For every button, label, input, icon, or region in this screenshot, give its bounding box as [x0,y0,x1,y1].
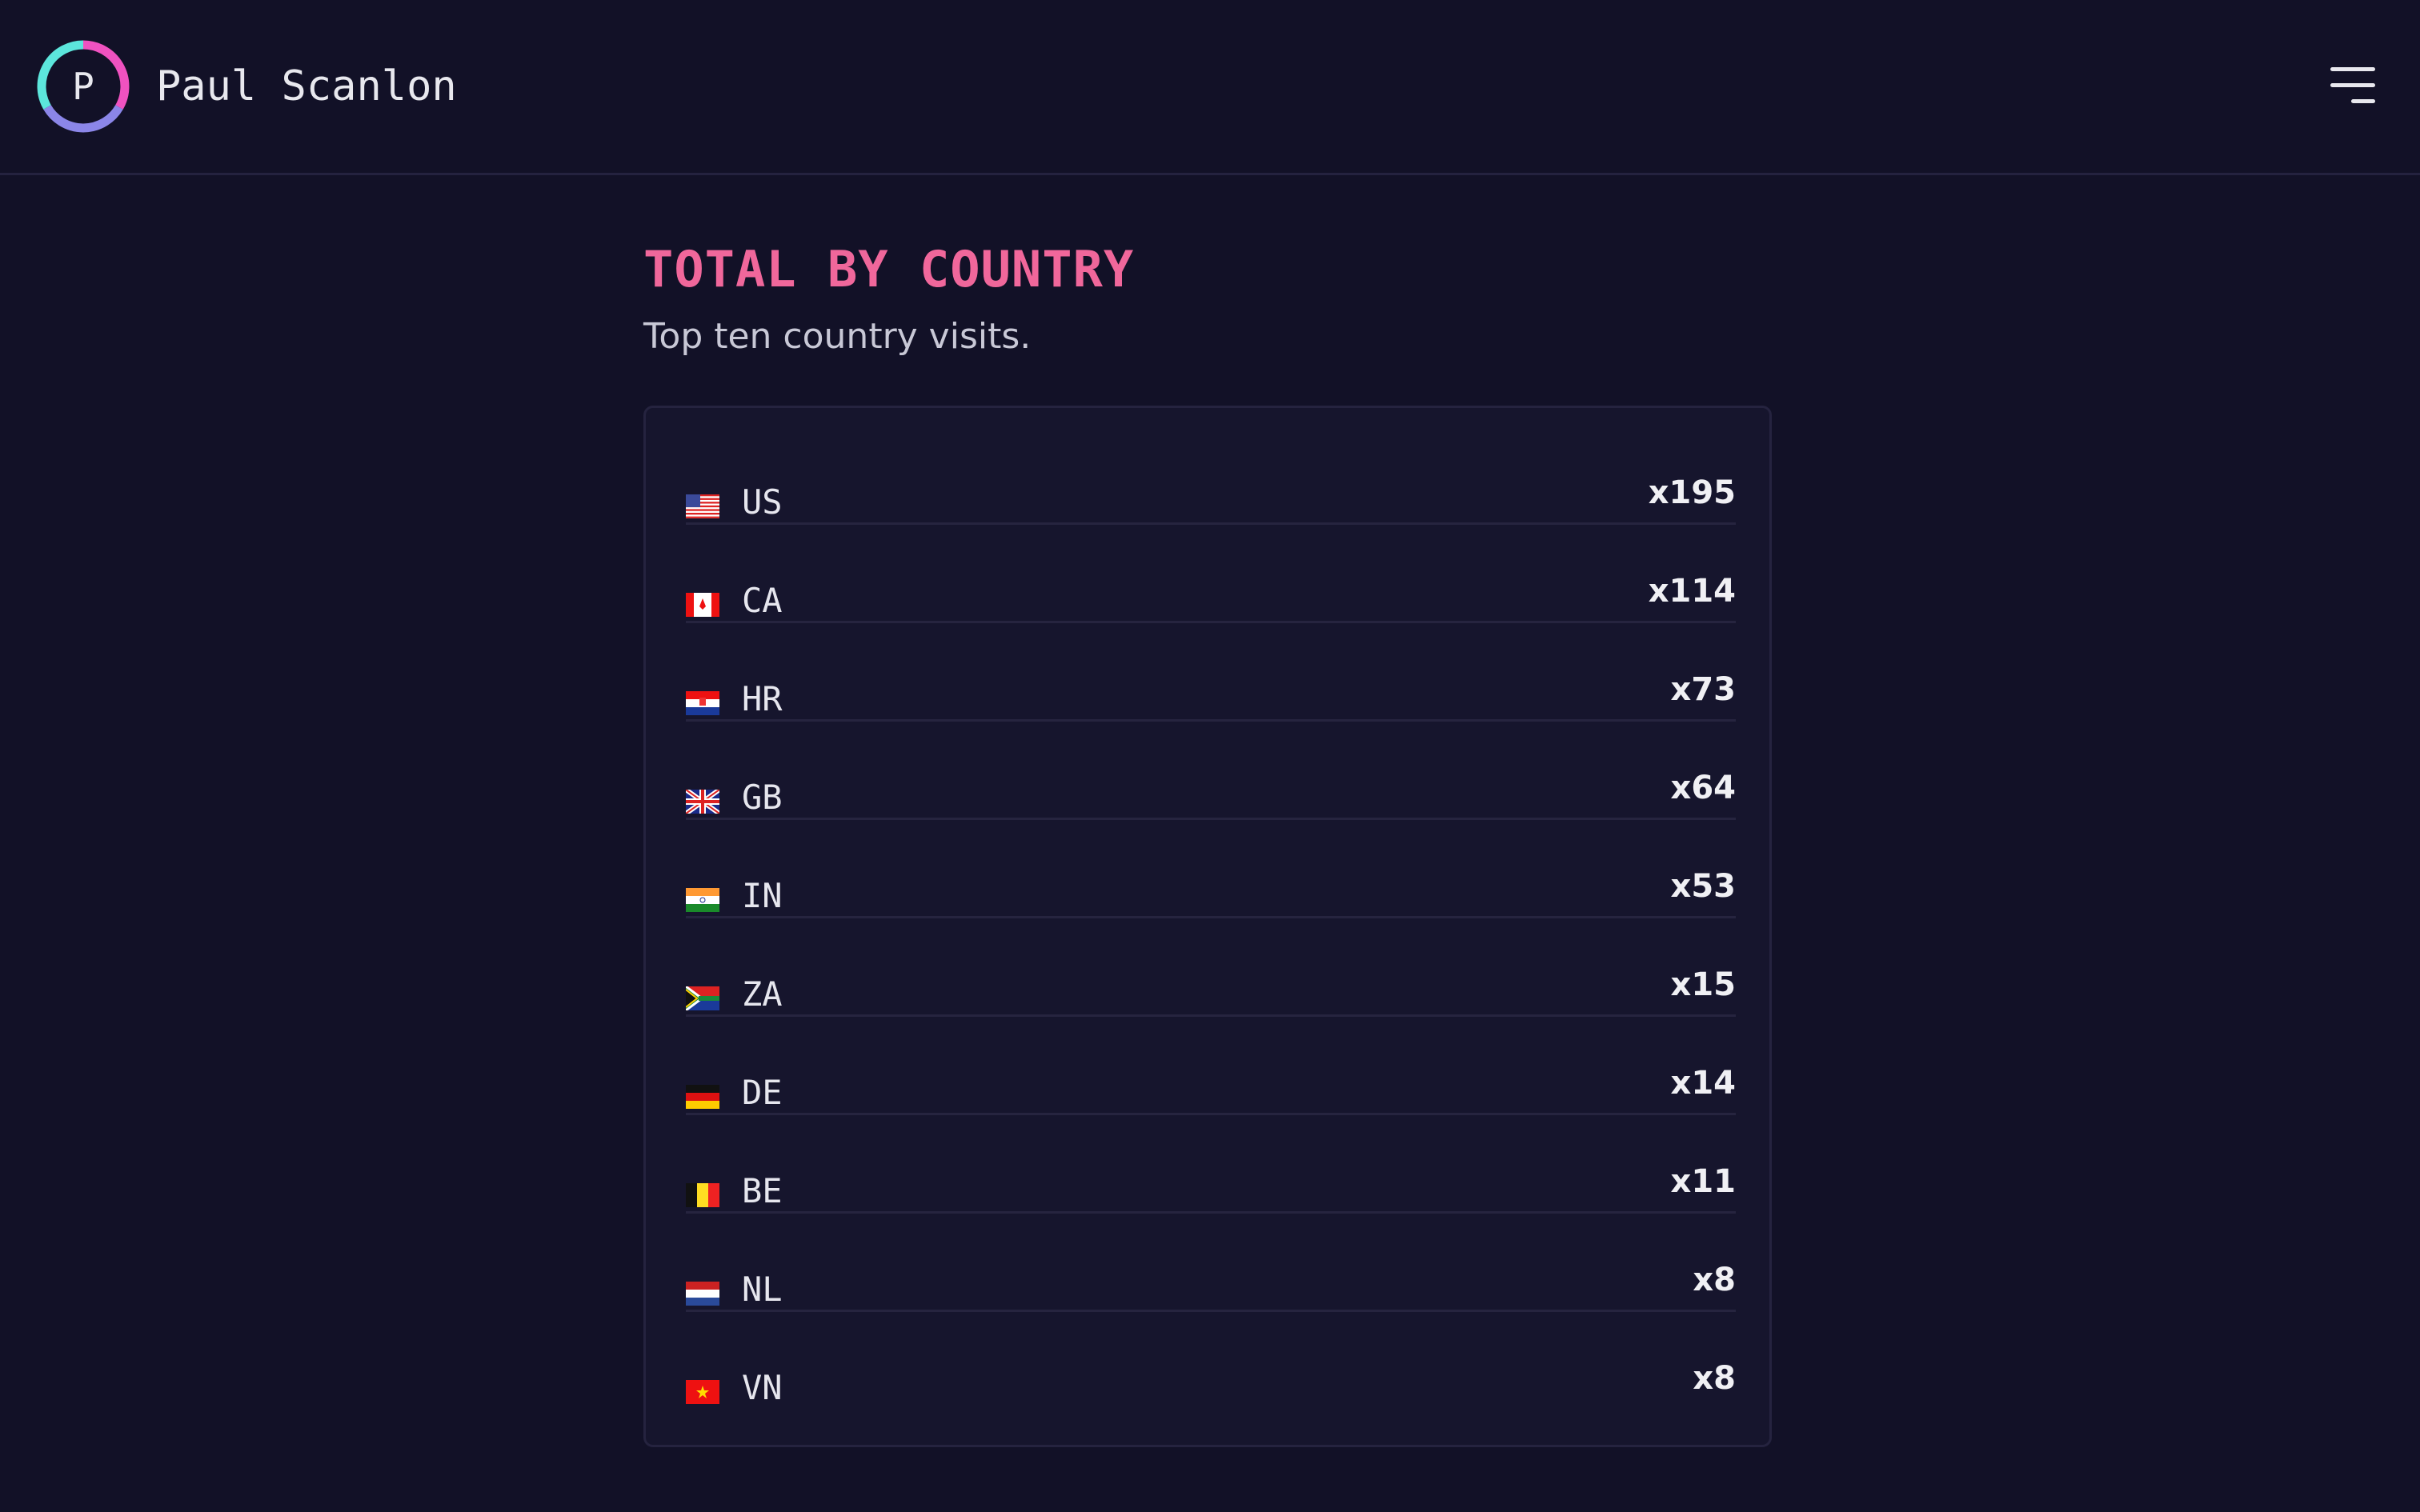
flag-us-icon [686,494,719,518]
country-row: CA x114 [686,525,1736,623]
visit-count: x114 [1648,573,1736,610]
flag-vn-icon [686,1380,719,1404]
country-code: BE [742,1171,783,1210]
visit-count: x73 [1670,671,1736,708]
country-code: ZA [742,974,783,1014]
site-name-link[interactable]: Paul Scanlon [156,62,457,110]
site-header: P Paul Scanlon [0,0,2420,175]
country-row: BE x11 [686,1115,1736,1214]
country-code: IN [742,876,783,915]
page-title: TOTAL BY COUNTRY [643,240,1135,298]
country-row: ZA x15 [686,918,1736,1017]
country-row: US x195 [686,426,1736,525]
hamburger-menu-icon[interactable] [2327,66,2375,106]
country-code: NL [742,1270,783,1309]
country-code: CA [742,581,783,620]
flag-nl-icon [686,1282,719,1306]
country-code: VN [742,1368,783,1407]
visit-count: x15 [1670,966,1736,1003]
logo-link[interactable]: P [37,40,130,133]
logo-letter: P [72,65,94,108]
country-code: HR [742,679,783,718]
country-row: IN x53 [686,820,1736,918]
flag-be-icon [686,1183,719,1207]
visit-count: x64 [1670,770,1736,806]
country-row: DE x14 [686,1017,1736,1115]
country-row: NL x8 [686,1214,1736,1312]
visit-count: x14 [1670,1065,1736,1102]
country-row: GB x64 [686,722,1736,820]
flag-za-icon [686,986,719,1010]
country-code: GB [742,778,783,817]
flag-in-icon [686,888,719,912]
country-list-card: US x195 CA x114 HR x73 GB x64 IN x53 ZA … [643,406,1772,1447]
visit-count: x195 [1648,474,1736,511]
country-row: HR x73 [686,623,1736,722]
page-subtitle: Top ten country visits. [643,316,1032,357]
logo-icon: P [37,40,130,133]
visit-count: x11 [1670,1163,1736,1200]
flag-de-icon [686,1085,719,1109]
country-code: US [742,482,783,522]
country-row: VN x8 [686,1312,1736,1410]
flag-ca-icon [686,593,719,617]
visit-count: x53 [1670,868,1736,905]
flag-gb-icon [686,790,719,814]
visit-count: x8 [1693,1262,1736,1298]
country-code: DE [742,1073,783,1112]
flag-hr-icon [686,691,719,715]
visit-count: x8 [1693,1360,1736,1397]
